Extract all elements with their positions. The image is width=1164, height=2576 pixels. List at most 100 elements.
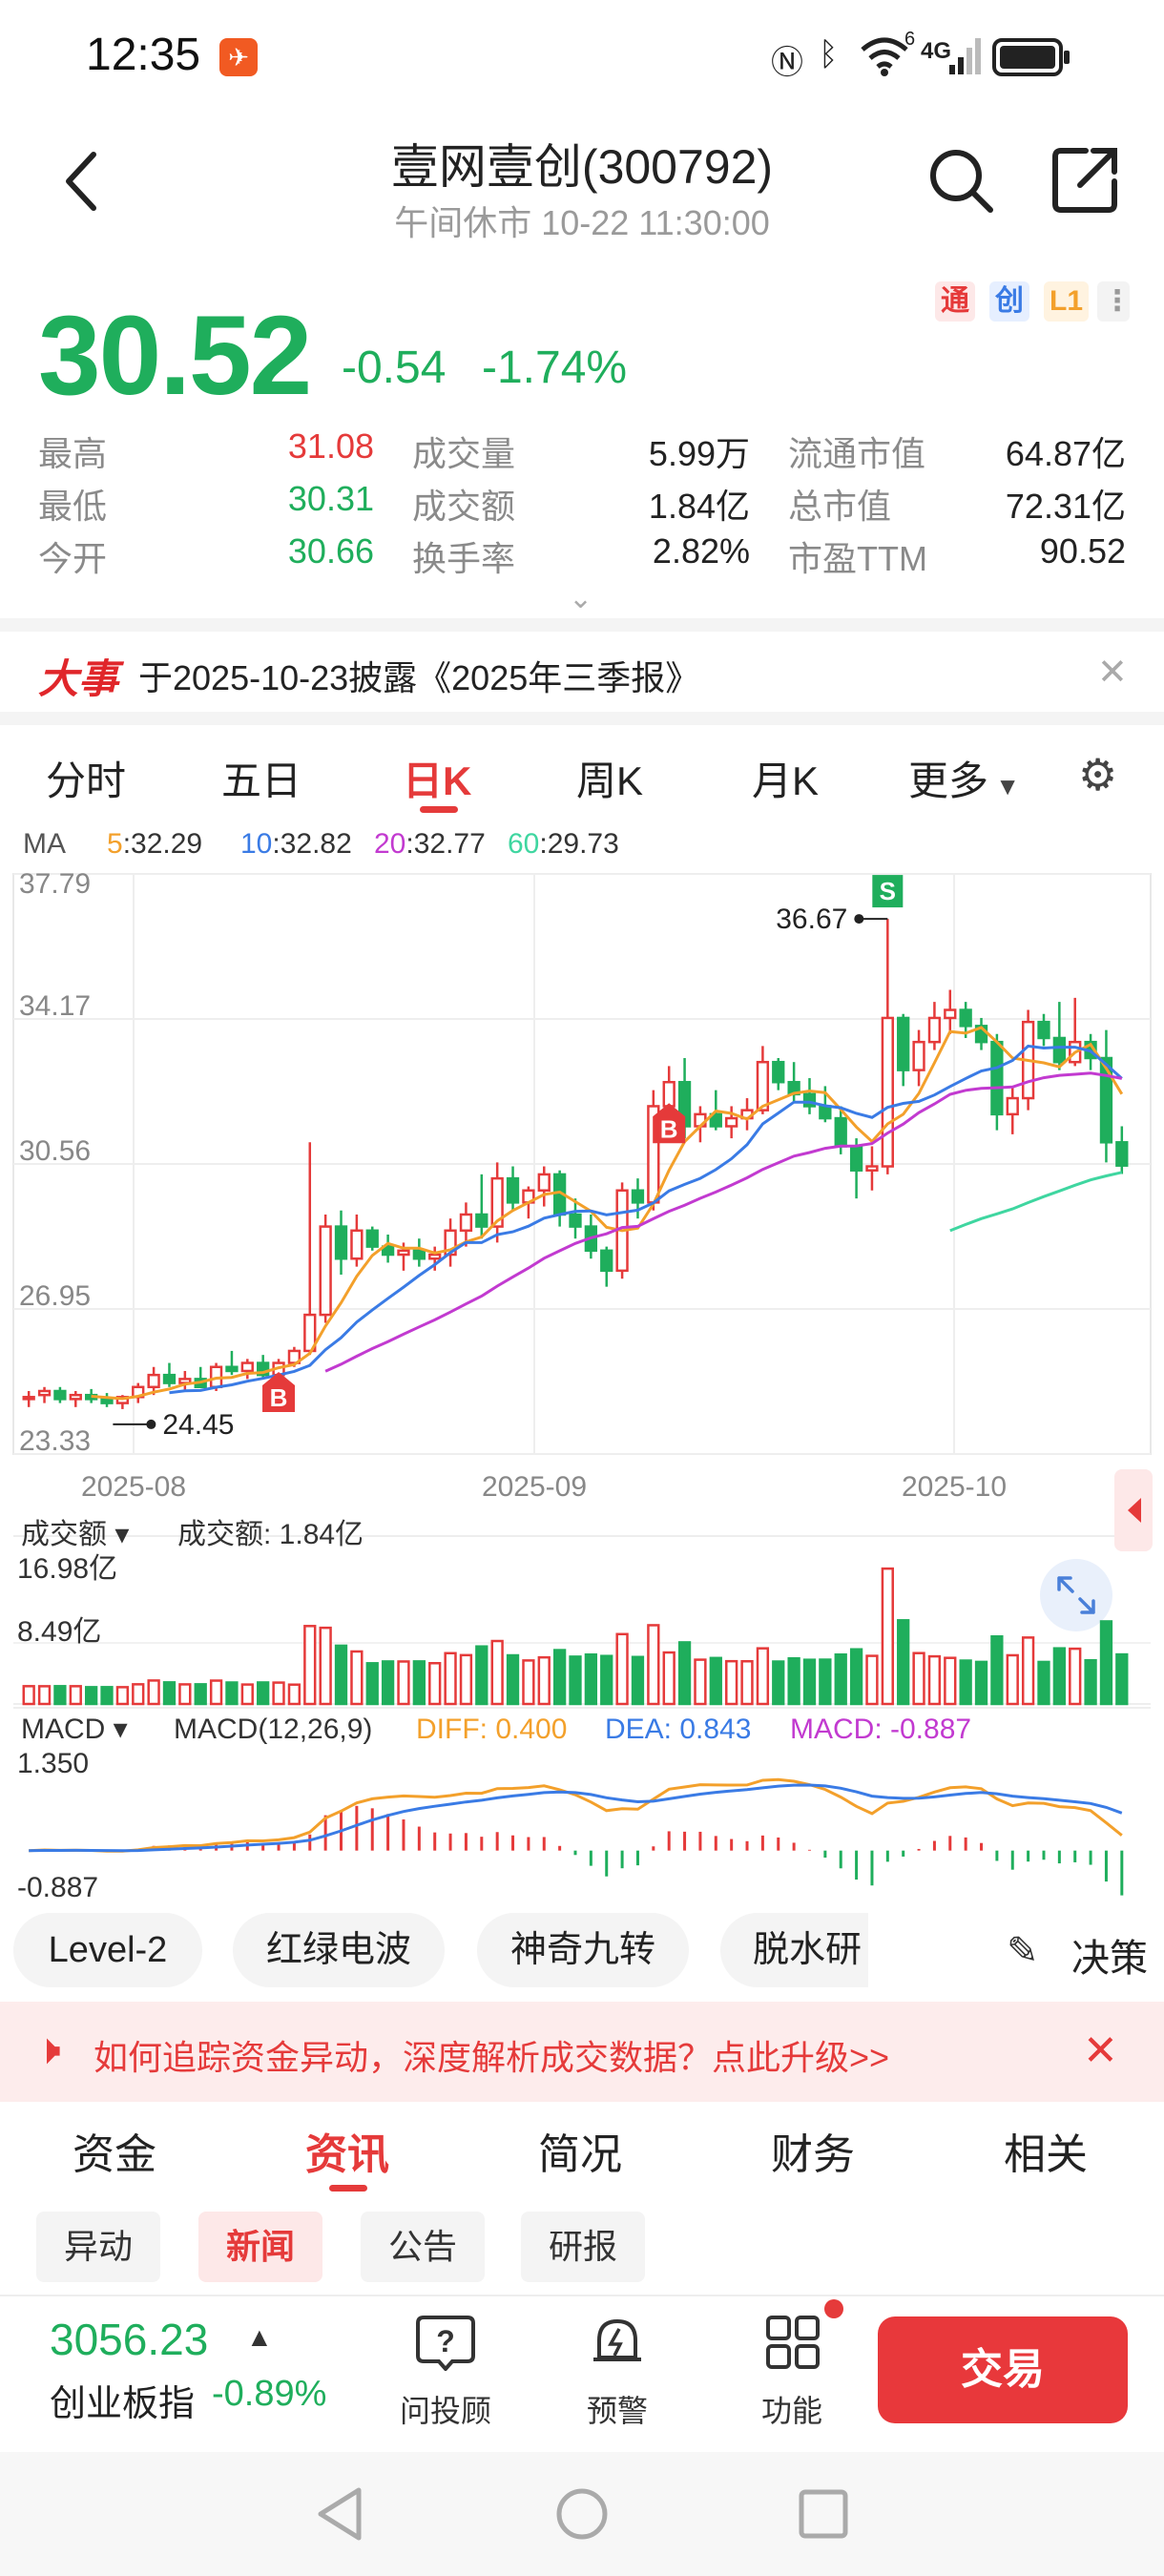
trade-button[interactable]: 交易	[878, 2316, 1128, 2423]
tab-weekly-k[interactable]: 周K	[576, 758, 644, 803]
volume-bar	[865, 1654, 879, 1706]
badge-level1[interactable]: L1	[1044, 281, 1090, 322]
volume-bar	[600, 1654, 613, 1706]
volume-bar	[490, 1639, 504, 1706]
volume-bar	[257, 1681, 270, 1706]
decision-pen-icon[interactable]: ✎	[1007, 1930, 1039, 1972]
volume-indicator-label: 成交额 ▾	[21, 1519, 129, 1550]
candle-body	[240, 1361, 254, 1373]
svg-text:?: ?	[436, 2324, 455, 2358]
volume-bar	[787, 1656, 800, 1706]
promo-banner[interactable]	[0, 2002, 1164, 2102]
stat-label-float-cap: 流通市值	[788, 434, 926, 473]
candle-body	[257, 1361, 270, 1377]
alert-bell-icon[interactable]	[584, 2314, 651, 2371]
badge-chuang[interactable]: 创	[989, 281, 1029, 322]
candle-body	[912, 1040, 925, 1071]
stat-value-high: 31.08	[287, 426, 374, 466]
candle-body	[881, 1016, 894, 1168]
tab-financials[interactable]: 财务	[771, 2131, 855, 2178]
ask-advisor-button[interactable]: 问投顾	[399, 2394, 491, 2428]
volume-bar	[772, 1660, 785, 1706]
tab-news-info[interactable]: 资讯	[305, 2131, 389, 2178]
stat-value-open: 30.66	[287, 531, 374, 571]
network-type: 4G	[921, 38, 952, 64]
volume-bar	[147, 1679, 160, 1706]
stat-label-pe-ttm: 市盈TTM	[788, 539, 927, 578]
badge-tong[interactable]: 通	[935, 281, 975, 322]
nav-recents-icon[interactable]	[784, 2481, 861, 2547]
stat-label-open: 今开	[38, 539, 108, 578]
candle-body	[506, 1176, 520, 1204]
k-line-chart[interactable]: 37.79 34.17 30.56 26.95 23.33 MA 5:32.29 10:32.…	[0, 821, 1164, 1908]
decision-button[interactable]: 决策	[1071, 1938, 1148, 1980]
volume-bar	[662, 1651, 676, 1706]
chart-settings-gear-icon[interactable]: ⚙	[1078, 750, 1118, 800]
low-marker-dot	[146, 1419, 156, 1429]
candle-body	[428, 1253, 442, 1260]
event-close-icon[interactable]: ✕	[1097, 653, 1128, 693]
index-toggle-arrow-icon[interactable]: ▲	[246, 2322, 273, 2352]
promo-text[interactable]: 如何追踪资金异动，深度解析成交数据？点此升级>>	[94, 2038, 890, 2077]
candle-body	[69, 1393, 82, 1401]
volume-bar	[537, 1655, 551, 1706]
subtab-news[interactable]: 新闻	[198, 2212, 322, 2282]
tab-overview[interactable]: 简况	[538, 2131, 622, 2178]
volume-bar	[53, 1685, 67, 1706]
index-name[interactable]: 创业板指	[50, 2384, 196, 2424]
volume-bar	[834, 1652, 847, 1706]
share-button[interactable]	[1050, 143, 1122, 216]
status-bar: 12:35 ✈ Ⓝ ᛒ 6 4G	[0, 0, 1164, 105]
search-button[interactable]	[925, 143, 998, 216]
function-button[interactable]: 功能	[760, 2394, 822, 2428]
x-tick-label: 2025-09	[482, 1471, 587, 1503]
nav-back-icon[interactable]	[303, 2481, 380, 2547]
tab-related[interactable]: 相关	[1004, 2131, 1088, 2178]
tab-more[interactable]: 更多 ▼	[908, 749, 1020, 807]
tab-five-day[interactable]: 五日	[221, 758, 302, 803]
candle-body	[802, 1092, 817, 1108]
subtab-announcements[interactable]: 公告	[361, 2212, 485, 2282]
back-button[interactable]	[55, 143, 113, 219]
caret-down-icon: ▼	[988, 772, 1020, 800]
event-text[interactable]: 于2025-10-23披露《2025年三季报》	[138, 658, 700, 697]
volume-bar	[162, 1681, 177, 1706]
buy-marker	[653, 1103, 686, 1144]
volume-bar	[881, 1567, 894, 1706]
volume-bar	[178, 1683, 192, 1706]
stat-label-total-cap: 总市值	[788, 487, 892, 526]
subtab-anomaly[interactable]: 异动	[36, 2212, 160, 2282]
chip-level2[interactable]: Level-2	[13, 1913, 202, 1987]
candle-body	[147, 1373, 160, 1389]
promo-close-icon[interactable]: ✕	[1083, 2027, 1118, 2074]
chip-magic-nine[interactable]: 神奇九转	[477, 1913, 689, 1987]
ma20-line	[324, 1071, 1123, 1373]
alert-button[interactable]: 预警	[586, 2394, 648, 2428]
fullscreen-icon	[1057, 1576, 1095, 1614]
tab-funds[interactable]: 资金	[73, 2131, 156, 2178]
advisor-question-icon[interactable]: ?	[412, 2314, 479, 2371]
candle-body	[1052, 1036, 1067, 1064]
chip-red-green-wave[interactable]: 红绿电波	[233, 1913, 445, 1987]
volume-bar	[459, 1653, 473, 1706]
buy-marker-label: B	[660, 1114, 678, 1143]
function-grid-icon[interactable]	[759, 2314, 825, 2371]
volume-bar	[927, 1654, 942, 1706]
candle-body	[959, 1008, 972, 1028]
candle-body	[834, 1116, 847, 1148]
active-tab-indicator	[420, 806, 458, 813]
subtab-research[interactable]: 研报	[521, 2212, 645, 2282]
volume-bar	[552, 1649, 567, 1706]
tab-intraday[interactable]: 分时	[46, 758, 127, 803]
tab-daily-k[interactable]: 日K	[403, 758, 472, 803]
volume-max-tick: 16.98亿	[17, 1553, 117, 1585]
more-badges-button[interactable]: ⋮	[1097, 281, 1132, 322]
chip-dehydrated-report[interactable]: 脱水研报	[720, 1913, 868, 1987]
expand-stats-chevron-icon[interactable]: ⌄	[569, 583, 593, 614]
candle-body	[444, 1229, 457, 1257]
nav-home-icon[interactable]	[544, 2481, 620, 2547]
index-value[interactable]: 3056.23	[50, 2315, 209, 2364]
tab-monthly-k[interactable]: 月K	[752, 758, 820, 803]
volume-bar	[1115, 1652, 1129, 1706]
macd-params: MACD(12,26,9)	[174, 1714, 372, 1745]
